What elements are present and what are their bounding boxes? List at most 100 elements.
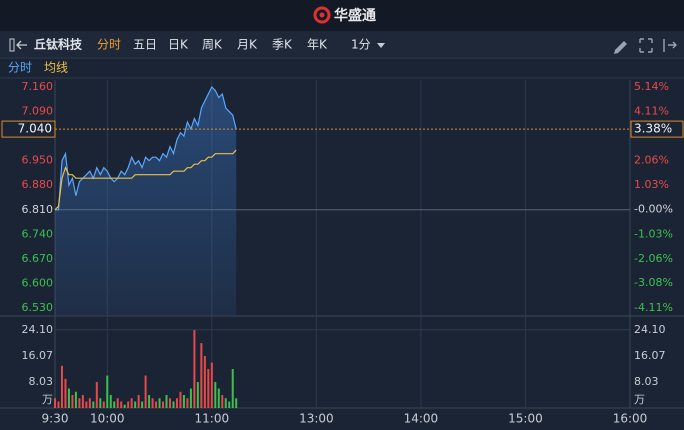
period-tab[interactable]: 分时 bbox=[97, 38, 121, 52]
legend-average: 均线 bbox=[44, 61, 68, 75]
stock-name: 丘钛科技 bbox=[34, 37, 83, 52]
y-tick-label: 6.670 bbox=[22, 252, 54, 265]
logo-icon bbox=[313, 6, 331, 24]
x-tick-label: 9:30 bbox=[42, 412, 69, 426]
volume-tick-label: 24.10 bbox=[22, 323, 54, 336]
x-tick-label: 10:00 bbox=[90, 412, 125, 426]
volume-bar bbox=[186, 398, 189, 408]
x-tick-label: 13:00 bbox=[299, 412, 334, 426]
volume-bar bbox=[169, 398, 171, 408]
volume-bar bbox=[123, 404, 126, 408]
volume-bar bbox=[203, 356, 206, 408]
period-tab[interactable]: 年K bbox=[307, 38, 328, 52]
y-tick-label: 6.600 bbox=[22, 276, 54, 289]
x-tick-label: 14:00 bbox=[404, 412, 439, 426]
volume-bar bbox=[228, 401, 231, 408]
volume-bar bbox=[182, 395, 185, 408]
x-tick-label: 16:00 bbox=[613, 412, 648, 426]
volume-bar bbox=[99, 398, 102, 408]
volume-bar bbox=[172, 401, 175, 408]
y2-tick-label: -4.11% bbox=[634, 301, 673, 314]
volume-tick-label: 16.07 bbox=[22, 349, 54, 362]
volume-bar bbox=[189, 388, 192, 408]
last-price-box bbox=[1, 120, 56, 138]
volume-tick-label: 8.03 bbox=[634, 375, 659, 388]
price-line bbox=[55, 85, 237, 211]
y2-tick-label: -3.08% bbox=[634, 276, 673, 289]
volume-bar bbox=[102, 401, 105, 408]
volume-bar bbox=[54, 398, 56, 408]
legend-price: 分时 bbox=[8, 61, 32, 75]
y-tick-label: 6.740 bbox=[22, 227, 54, 240]
back-icon-arrow bbox=[16, 40, 27, 50]
y2-tick-label: -0.00% bbox=[634, 203, 673, 216]
volume-unit: 万 bbox=[634, 393, 645, 406]
y-tick-label: 6.950 bbox=[22, 154, 54, 167]
volume-bar bbox=[155, 401, 158, 408]
fullscreen-icon[interactable] bbox=[639, 38, 653, 53]
y2-tick-label: 4.11% bbox=[634, 105, 669, 118]
volume-bar bbox=[158, 398, 161, 408]
volume-tick-label: 8.03 bbox=[29, 375, 54, 388]
volume-bar bbox=[78, 398, 81, 408]
volume-bar bbox=[235, 398, 238, 408]
volume-bar bbox=[134, 401, 137, 408]
volume-bar bbox=[175, 398, 178, 408]
volume-bar bbox=[214, 382, 217, 408]
volume-bar bbox=[162, 401, 165, 408]
volume-bar bbox=[60, 365, 63, 408]
volume-tick-label: 16.07 bbox=[634, 349, 666, 362]
period-tab[interactable]: 周K bbox=[202, 38, 223, 52]
last-change-box bbox=[630, 120, 684, 138]
x-tick-label: 15:00 bbox=[508, 412, 543, 426]
last-change-label: 3.38% bbox=[634, 122, 672, 136]
x-tick-label: 11:00 bbox=[195, 412, 230, 426]
dropdown-caret[interactable] bbox=[377, 43, 385, 48]
y2-tick-label: -2.06% bbox=[634, 252, 673, 265]
volume-bar bbox=[57, 401, 60, 408]
volume-bar bbox=[151, 398, 154, 408]
volume-bar bbox=[64, 378, 67, 408]
y2-tick-label: 1.03% bbox=[634, 178, 669, 191]
volume-bar bbox=[74, 391, 77, 408]
back-icon-box bbox=[9, 38, 15, 52]
last-price-label: 7.040 bbox=[18, 122, 52, 136]
volume-bar bbox=[224, 398, 227, 408]
back-icon[interactable] bbox=[9, 38, 27, 52]
volume-bar bbox=[207, 369, 210, 408]
draw-icon[interactable] bbox=[614, 41, 627, 54]
volume-bar bbox=[217, 388, 220, 408]
y2-tick-label: -1.03% bbox=[634, 227, 673, 240]
volume-bar bbox=[113, 401, 116, 408]
volume-bar bbox=[71, 395, 74, 408]
average-line bbox=[54, 149, 237, 211]
volume-bar bbox=[120, 401, 123, 408]
volume-bar bbox=[81, 395, 84, 408]
period-tab[interactable]: 月K bbox=[237, 38, 258, 52]
volume-bar bbox=[231, 369, 234, 408]
period-tab[interactable]: 日K bbox=[168, 38, 189, 52]
interval-selector[interactable]: 1分 bbox=[351, 38, 371, 52]
volume-bar bbox=[106, 375, 109, 408]
volume-bar bbox=[144, 375, 147, 408]
logo-text: 华盛通 bbox=[334, 7, 376, 24]
top-bar bbox=[0, 0, 684, 31]
volume-bar bbox=[148, 395, 151, 408]
forward-icon[interactable] bbox=[663, 39, 677, 52]
y2-tick-label: 5.14% bbox=[634, 80, 669, 93]
volume-bar bbox=[127, 401, 130, 408]
toolbar bbox=[0, 31, 684, 58]
period-tab[interactable]: 五日 bbox=[133, 38, 157, 52]
volume-bar bbox=[95, 382, 98, 408]
y-tick-label: 6.810 bbox=[22, 203, 54, 216]
volume-bar bbox=[200, 343, 203, 408]
period-tab[interactable]: 季K bbox=[272, 38, 293, 52]
logo-icon-dot bbox=[319, 12, 325, 18]
volume-bar bbox=[130, 398, 133, 408]
volume-bar bbox=[210, 362, 213, 408]
volume-bar bbox=[137, 395, 140, 408]
y2-tick-label: 2.06% bbox=[634, 153, 669, 166]
y-tick-label: 7.160 bbox=[22, 80, 54, 93]
volume-bar bbox=[179, 391, 182, 408]
